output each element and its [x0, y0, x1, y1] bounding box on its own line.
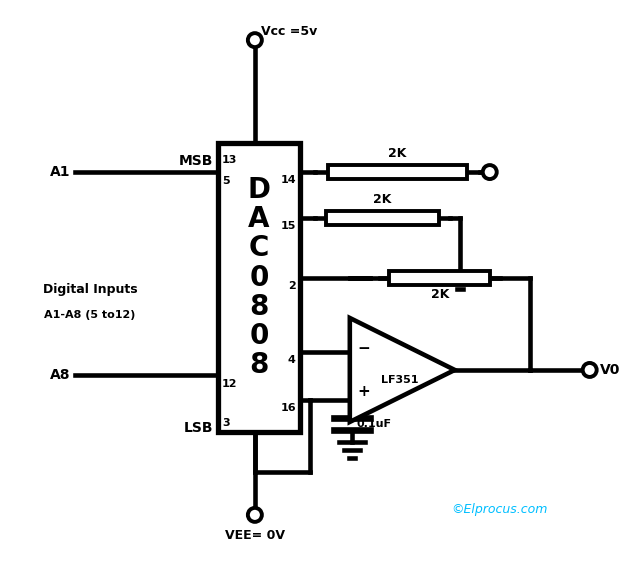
Polygon shape: [350, 318, 455, 422]
Text: D
A
C
0
8
0
8: D A C 0 8 0 8: [247, 176, 270, 379]
Text: 5: 5: [222, 176, 230, 186]
Text: 0.1uF: 0.1uF: [357, 419, 392, 429]
Text: ©Elprocus.com: ©Elprocus.com: [452, 503, 548, 516]
Text: 14: 14: [280, 175, 296, 185]
Text: 12: 12: [222, 379, 237, 389]
Text: 3: 3: [222, 418, 230, 428]
Text: A8: A8: [49, 368, 70, 382]
Text: A1-A8 (5 to12): A1-A8 (5 to12): [44, 310, 135, 320]
Text: V0: V0: [600, 363, 620, 377]
Text: +: +: [358, 384, 370, 399]
Circle shape: [483, 165, 497, 179]
Bar: [389, 271, 490, 285]
Text: 4: 4: [288, 355, 296, 365]
Text: 2K: 2K: [431, 288, 449, 301]
Bar: [326, 211, 439, 225]
Bar: [218, 143, 300, 432]
Text: 2: 2: [288, 281, 296, 291]
Text: A1: A1: [49, 165, 70, 179]
Bar: [328, 165, 467, 179]
Text: 16: 16: [280, 403, 296, 413]
Text: Digital Inputs: Digital Inputs: [42, 284, 137, 297]
Circle shape: [248, 508, 262, 522]
Text: VEE= 0V: VEE= 0V: [225, 529, 285, 542]
Circle shape: [583, 363, 597, 377]
Text: MSB: MSB: [178, 154, 213, 168]
Text: −: −: [358, 341, 370, 355]
Text: 2K: 2K: [373, 193, 391, 206]
Text: Vcc =5v: Vcc =5v: [261, 25, 317, 38]
Text: 13: 13: [222, 155, 237, 165]
Text: 15: 15: [280, 221, 296, 231]
Text: 2K: 2K: [388, 147, 406, 160]
Text: LF351: LF351: [381, 375, 419, 385]
Circle shape: [248, 33, 262, 47]
Text: LSB: LSB: [183, 421, 213, 435]
